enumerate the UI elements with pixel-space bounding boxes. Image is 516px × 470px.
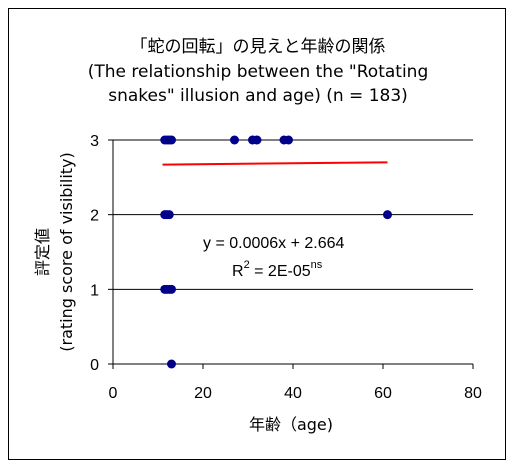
x-tick-label-20: 20: [194, 385, 212, 402]
y-axis-label-en: (rating score of visibility): [57, 152, 76, 351]
chart-title-line-2: (The relationship between the "Rotating: [88, 62, 429, 82]
x-tick-label-0: 0: [109, 385, 118, 402]
y-tick-label-1: 1: [90, 282, 99, 299]
r-squared-annotation: R2 = 2E-05ns: [232, 259, 323, 280]
y-tick-label-3: 3: [90, 133, 99, 150]
x-axis-label: 年齢（age): [249, 415, 333, 434]
data-point-0-6: [252, 135, 262, 145]
data-point-0-12: [383, 210, 392, 220]
y-tick-label-0: 0: [90, 357, 99, 374]
regression-equation: y = 0.0006x + 2.664: [203, 235, 345, 252]
data-point-0-4: [230, 135, 239, 145]
x-tick-label-80: 80: [464, 385, 482, 402]
y-tick-label-2: 2: [90, 208, 99, 225]
x-tick-label-60: 60: [374, 385, 392, 402]
data-point-0-16: [167, 284, 176, 294]
data-point-0-17: [167, 359, 176, 369]
y-axis-label-jp: 評定値: [33, 228, 52, 276]
data-point-0-11: [164, 210, 174, 220]
chart-title-line-3: snakes" illusion and age) (n = 183): [108, 86, 408, 106]
data-point-0-3: [167, 135, 176, 145]
x-tick-label-40: 40: [284, 385, 302, 402]
data-point-0-8: [284, 135, 293, 145]
chart-title-line-1: 「蛇の回転」の見えと年齢の関係: [131, 37, 386, 57]
chart-frame: [8, 8, 506, 460]
trendline: [162, 161, 388, 166]
